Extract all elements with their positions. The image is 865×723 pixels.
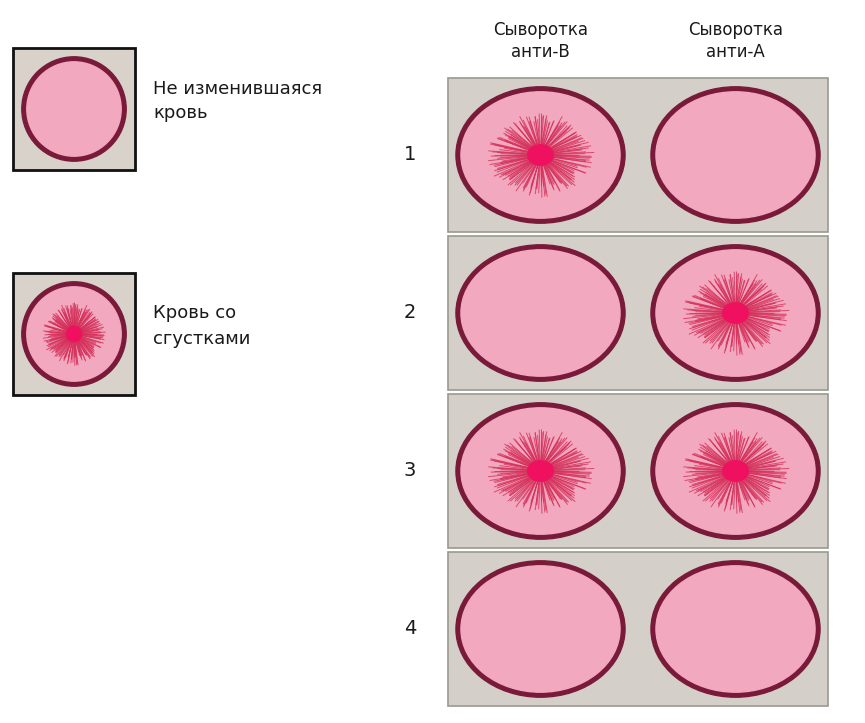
Ellipse shape [67,326,81,341]
Ellipse shape [528,145,554,165]
Ellipse shape [651,561,820,697]
Text: 2: 2 [404,304,416,322]
Ellipse shape [656,408,815,534]
Ellipse shape [27,287,121,381]
Bar [13,48,135,170]
Ellipse shape [656,92,815,218]
Ellipse shape [27,61,121,156]
Bar [13,273,135,395]
Ellipse shape [22,57,126,161]
Text: 4: 4 [404,620,416,638]
Ellipse shape [461,566,620,692]
FancyBboxPatch shape [448,78,828,232]
Ellipse shape [456,403,625,539]
Text: Сыворотка
анти-В: Сыворотка анти-В [493,21,588,61]
Text: Кровь со
сгустками: Кровь со сгустками [153,304,250,348]
Text: 3: 3 [404,461,416,481]
Ellipse shape [461,408,620,534]
Ellipse shape [461,92,620,218]
Ellipse shape [651,87,820,223]
Ellipse shape [722,461,748,482]
Text: 1: 1 [404,145,416,165]
FancyBboxPatch shape [448,394,828,548]
Ellipse shape [456,87,625,223]
Ellipse shape [461,250,620,376]
Ellipse shape [651,403,820,539]
Ellipse shape [722,303,748,323]
Ellipse shape [656,250,815,376]
Ellipse shape [22,282,126,386]
FancyBboxPatch shape [448,552,828,706]
Ellipse shape [651,245,820,381]
Ellipse shape [456,561,625,697]
Ellipse shape [456,245,625,381]
FancyBboxPatch shape [448,236,828,390]
Ellipse shape [656,566,815,692]
Ellipse shape [528,461,554,482]
Text: Не изменившаяся
кровь: Не изменившаяся кровь [153,80,322,122]
Text: Сыворотка
анти-А: Сыворотка анти-А [688,21,783,61]
